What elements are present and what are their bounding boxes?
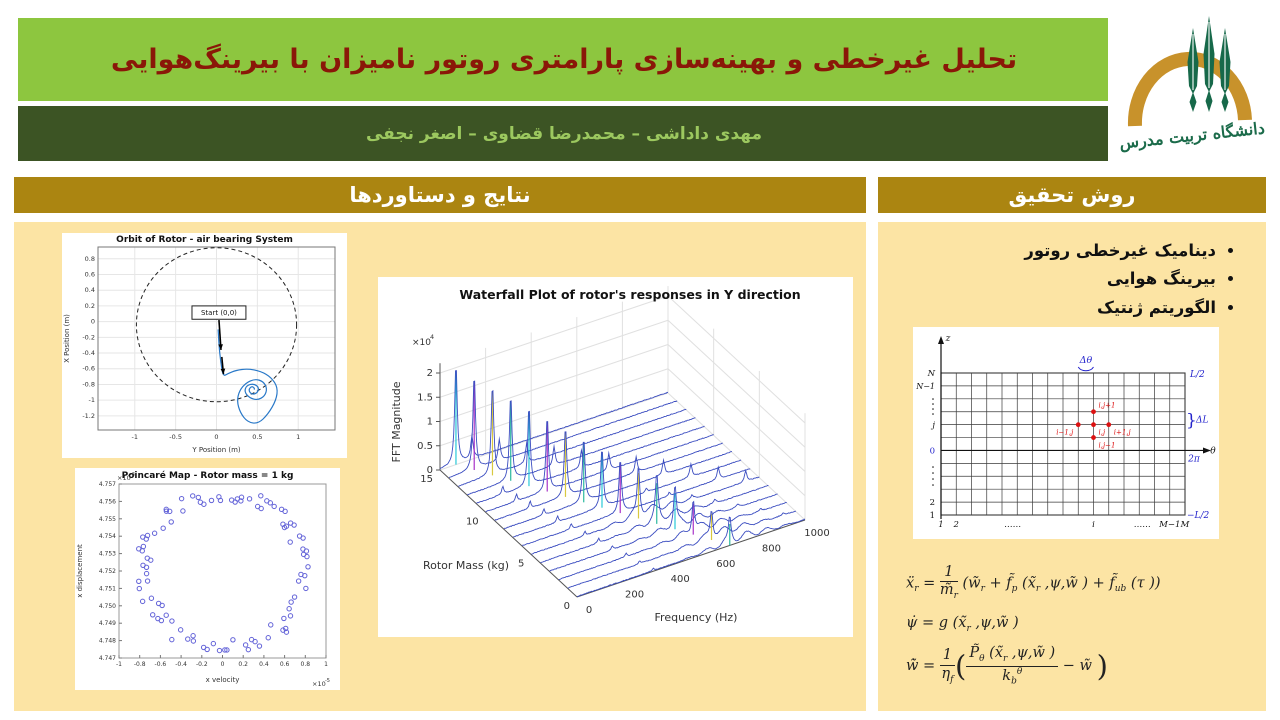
poster-title: تحلیل غیرخطی و بهینه‌سازی پارامتری روتور… <box>110 44 1018 75</box>
svg-text:i: i <box>1092 520 1095 530</box>
section-header-results: نتایج و دستاوردها <box>14 177 866 213</box>
svg-text:M: M <box>1180 520 1190 530</box>
svg-text:0: 0 <box>930 446 935 456</box>
svg-text:i,j−1: i,j−1 <box>1099 442 1116 450</box>
logo-arch <box>1127 51 1252 127</box>
logo-cypress-trees <box>1187 16 1231 112</box>
bullet-genetic-algorithm: الگوریتم ژنتیک <box>1024 295 1216 321</box>
svg-text:i,j+1: i,j+1 <box>1099 402 1116 410</box>
results-panel <box>14 222 866 711</box>
equation-line: w̃̇ = 1 ηf(P̃θ (x̃r ,ψ,w̃ ) kbθ − w̃ ) <box>906 645 1108 687</box>
waterfall-plot <box>378 277 853 637</box>
university-logo: دانشگاه تربیت مدرس <box>1108 2 1278 168</box>
svg-text:……: …… <box>1004 520 1021 530</box>
svg-text:j: j <box>930 421 935 431</box>
svg-text:θ: θ <box>1210 446 1216 456</box>
svg-text:−L/2: −L/2 <box>1187 511 1210 521</box>
svg-text:}: } <box>1186 411 1197 431</box>
method-panel: دینامیک غیرخطی روتور بیرینگ هوایی الگوری… <box>878 222 1266 711</box>
svg-text:N: N <box>927 369 936 379</box>
poster-title-bar: تحلیل غیرخطی و بهینه‌سازی پارامتری روتور… <box>18 18 1110 101</box>
authors-bar: مهدی داداشی – محمدرضا قضاوی – اصغر نجفی <box>18 106 1110 161</box>
svg-text:2: 2 <box>930 498 935 508</box>
svg-text:1: 1 <box>930 511 935 521</box>
authors-text: مهدی داداشی – محمدرضا قضاوی – اصغر نجفی <box>365 123 763 144</box>
svg-text:i+1,j: i+1,j <box>1114 429 1132 437</box>
svg-text:……: …… <box>1134 520 1151 530</box>
section-header-method: روش تحقیق <box>878 177 1266 213</box>
svg-text:2: 2 <box>953 520 959 530</box>
university-logo-icon <box>1127 16 1252 127</box>
svg-text:i,j: i,j <box>1099 429 1106 437</box>
bullet-rotor-dynamics: دینامیک غیرخطی روتور <box>1024 238 1216 264</box>
bullet-air-bearing: بیرینگ هوایی <box>1024 266 1216 292</box>
orbit-plot <box>62 233 347 458</box>
svg-text:i−1,j: i−1,j <box>1056 429 1074 437</box>
svg-text:N−1: N−1 <box>915 382 935 391</box>
svg-text:2π: 2π <box>1187 454 1201 464</box>
section-title-method: روش تحقیق <box>1008 183 1136 207</box>
equation-line: ψ̇ = g (x̃r ,ψ,w̃ ) <box>906 614 1019 634</box>
governing-equations: ẍr = 1 m̃r (w̃r + f̃p (x̃r ,ψ,w̃ ) + f̃ub… <box>906 552 1241 700</box>
svg-text:ΔL: ΔL <box>1195 416 1208 426</box>
svg-text:M−1: M−1 <box>1158 520 1180 530</box>
finite-difference-mesh-diagram: z θ 2π N N−1 j 0 2 1 1 2…… i…… M−1 M L/2 −L/2} ΔL Δθ i,j i,… <box>913 327 1219 539</box>
svg-text:Δθ: Δθ <box>1079 355 1093 366</box>
equation-line: ẍr = 1 m̃r (w̃r + f̃p (x̃r ,ψ,w̃ ) + f̃ub… <box>906 564 1161 602</box>
method-bullet-list: دینامیک غیرخطی روتور بیرینگ هوایی الگوری… <box>1024 236 1238 323</box>
svg-text:1: 1 <box>938 520 943 530</box>
svg-text:z: z <box>945 334 951 344</box>
poincare-map-plot <box>75 468 340 690</box>
section-title-results: نتایج و دستاوردها <box>349 183 531 207</box>
svg-text:L/2: L/2 <box>1189 370 1205 380</box>
